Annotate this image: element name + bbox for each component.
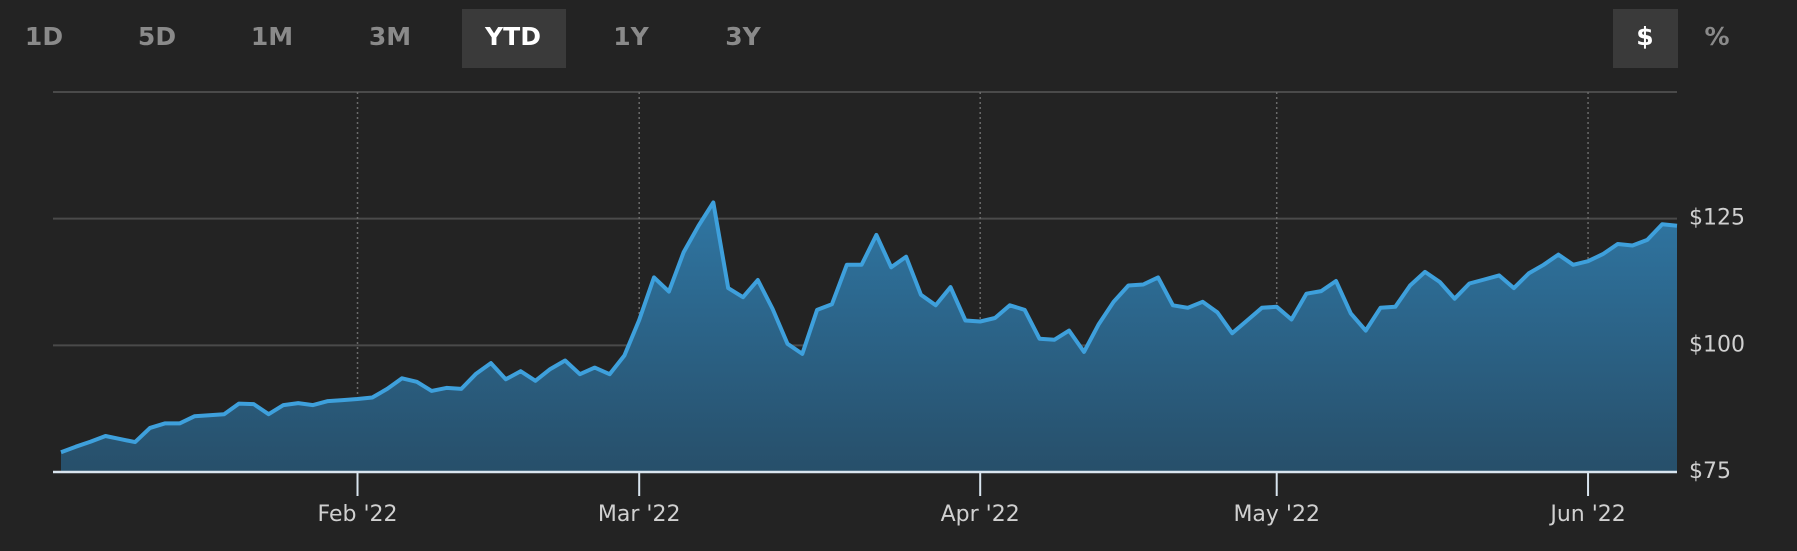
unit-button[interactable]: % <box>1704 22 1729 51</box>
x-tick-label: Feb '22 <box>318 502 398 527</box>
range-button[interactable]: 5D <box>138 22 176 51</box>
x-tick-label: Mar '22 <box>598 502 681 527</box>
area <box>61 202 1677 472</box>
range-button[interactable]: 3Y <box>725 22 761 51</box>
range-button[interactable]: 1M <box>251 22 293 51</box>
x-tick-label: Jun '22 <box>1548 502 1625 527</box>
range-button[interactable]: 3M <box>369 22 411 51</box>
y-tick-label: $100 <box>1689 332 1745 357</box>
x-tick-label: May '22 <box>1233 502 1320 527</box>
unit-button[interactable]: $ <box>1636 22 1653 51</box>
range-button[interactable]: 1D <box>25 22 63 51</box>
range-button[interactable]: YTD <box>484 22 541 51</box>
y-tick-label: $125 <box>1689 206 1745 231</box>
x-tick-label: Apr '22 <box>941 502 1020 527</box>
y-tick-label: $75 <box>1689 459 1731 484</box>
range-button-bg <box>462 9 566 68</box>
range-button[interactable]: 1Y <box>613 22 649 51</box>
line <box>60 200 1678 455</box>
unit-button-bg <box>1613 9 1678 68</box>
